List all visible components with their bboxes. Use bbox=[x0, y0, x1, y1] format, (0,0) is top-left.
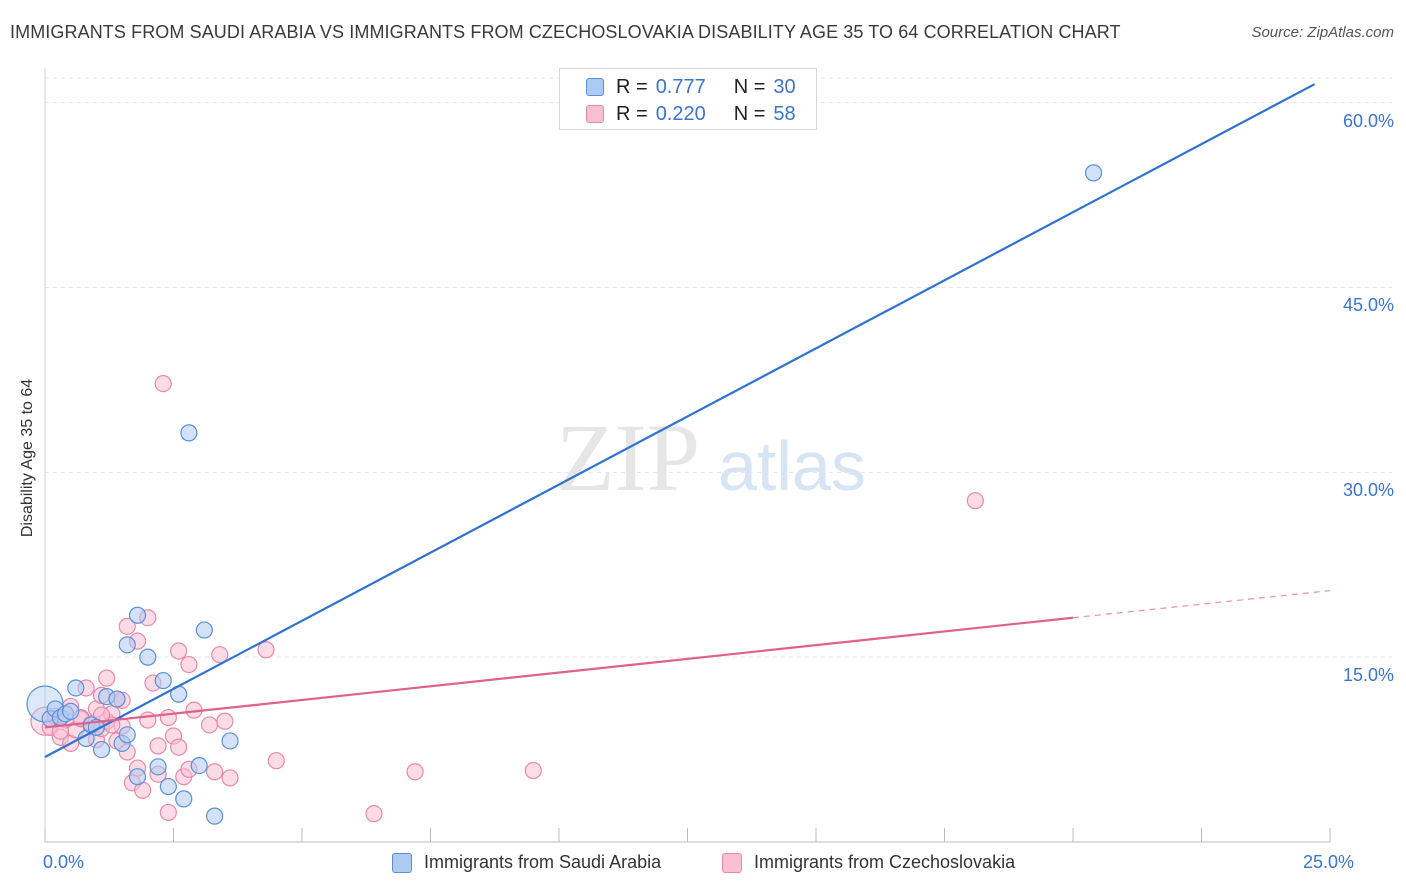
y-tick-label: 60.0% bbox=[1342, 110, 1394, 131]
n-value: 58 bbox=[773, 102, 796, 125]
data-point-saudi-arabia bbox=[159, 777, 177, 796]
data-point-saudi-arabia bbox=[118, 726, 136, 744]
legend-item-czechoslovakia[interactable]: Immigrants from Czechoslovakia bbox=[722, 852, 1015, 873]
data-point-saudi-arabia bbox=[128, 768, 147, 786]
data-point-saudi-arabia bbox=[118, 636, 136, 654]
data-point-saudi-arabia bbox=[149, 758, 167, 776]
data-point-czechoslovakia bbox=[406, 763, 424, 781]
series-czechoslovakia-points bbox=[30, 375, 984, 823]
r-label: R = bbox=[616, 102, 648, 125]
data-point-czechoslovakia bbox=[221, 769, 239, 787]
data-point-czechoslovakia bbox=[200, 716, 219, 734]
data-point-czechoslovakia bbox=[170, 642, 188, 660]
x-tick-label: 25.0% bbox=[1302, 852, 1354, 872]
data-point-czechoslovakia bbox=[211, 646, 229, 664]
watermark-atlas: atlas bbox=[718, 427, 866, 505]
data-point-czechoslovakia bbox=[159, 803, 177, 822]
chart-title: IMMIGRANTS FROM SAUDI ARABIA VS IMMIGRAN… bbox=[10, 22, 1121, 42]
data-point-czechoslovakia bbox=[118, 617, 136, 635]
data-point-czechoslovakia bbox=[98, 669, 116, 687]
data-point-saudi-arabia bbox=[139, 648, 157, 666]
data-point-saudi-arabia bbox=[92, 740, 111, 759]
data-point-saudi-arabia bbox=[108, 690, 126, 708]
stats-legend: R = 0.777 N = 30 R = 0.220 N = 58 bbox=[559, 68, 817, 130]
data-point-saudi-arabia bbox=[154, 671, 172, 690]
data-point-czechoslovakia bbox=[365, 805, 383, 823]
data-point-czechoslovakia bbox=[139, 711, 157, 729]
r-value: 0.220 bbox=[655, 102, 706, 125]
r-label: R = bbox=[616, 75, 648, 98]
y-tick-label: 30.0% bbox=[1342, 480, 1394, 501]
series-saudi-arabia-points bbox=[26, 164, 1103, 825]
data-point-saudi-arabia bbox=[206, 807, 224, 825]
data-point-czechoslovakia bbox=[170, 738, 188, 756]
data-point-saudi-arabia bbox=[1084, 164, 1103, 182]
data-point-saudi-arabia bbox=[128, 606, 147, 624]
data-point-czechoslovakia bbox=[257, 641, 275, 659]
trend-line-czechoslovakia-extension bbox=[1072, 590, 1331, 619]
stats-swatch-pink bbox=[586, 105, 604, 123]
legend-swatch-pink bbox=[722, 852, 742, 873]
data-point-saudi-arabia bbox=[67, 679, 85, 697]
n-value: 30 bbox=[773, 75, 796, 98]
data-point-saudi-arabia bbox=[190, 756, 208, 775]
data-point-saudi-arabia bbox=[62, 702, 80, 720]
source-label: Source: ZipAtlas.com bbox=[1251, 24, 1394, 41]
data-point-czechoslovakia bbox=[206, 763, 224, 781]
data-point-czechoslovakia bbox=[149, 737, 167, 755]
grid bbox=[45, 77, 1392, 658]
stats-swatch-blue bbox=[586, 78, 604, 96]
watermark: ZIP atlas bbox=[556, 404, 866, 511]
data-point-saudi-arabia bbox=[221, 732, 239, 750]
legend-label-czechoslovakia: Immigrants from Czechoslovakia bbox=[754, 852, 1016, 872]
y-tick-label: 15.0% bbox=[1342, 665, 1394, 686]
r-value: 0.777 bbox=[655, 75, 706, 98]
data-point-czechoslovakia bbox=[154, 375, 172, 393]
series-legend: Immigrants from Saudi Arabia Immigrants … bbox=[0, 850, 1406, 880]
legend-swatch-blue bbox=[392, 852, 412, 873]
data-point-czechoslovakia bbox=[524, 761, 542, 780]
n-label: N = bbox=[733, 102, 766, 125]
legend-label-saudi-arabia: Immigrants from Saudi Arabia bbox=[424, 852, 662, 872]
data-point-saudi-arabia bbox=[195, 621, 213, 639]
data-point-czechoslovakia bbox=[216, 712, 234, 730]
data-point-saudi-arabia bbox=[175, 790, 193, 808]
watermark-zip: ZIP bbox=[556, 404, 700, 511]
n-label: N = bbox=[733, 75, 766, 98]
trend-line-czechoslovakia bbox=[44, 616, 1074, 729]
data-point-czechoslovakia bbox=[159, 708, 177, 727]
trend-line-saudi-arabia bbox=[44, 83, 1316, 758]
legend-item-saudi-arabia[interactable]: Immigrants from Saudi Arabia bbox=[392, 852, 661, 873]
stats-row-saudi-arabia: R = 0.777 N = 30 bbox=[586, 75, 796, 99]
stats-row-czechoslovakia: R = 0.220 N = 58 bbox=[586, 102, 796, 126]
data-point-czechoslovakia bbox=[966, 492, 984, 510]
data-point-czechoslovakia bbox=[267, 752, 285, 770]
trend-lines bbox=[44, 83, 1331, 758]
y-tick-label: 45.0% bbox=[1342, 295, 1394, 316]
data-point-czechoslovakia bbox=[180, 655, 198, 674]
data-point-saudi-arabia bbox=[180, 424, 198, 442]
x-tick-label: 0.0% bbox=[43, 852, 85, 872]
